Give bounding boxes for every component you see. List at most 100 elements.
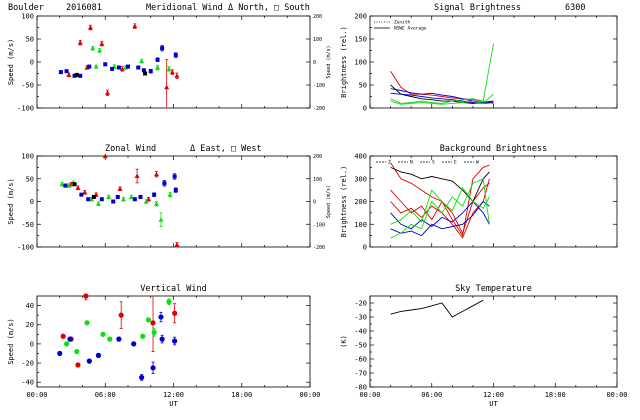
panel-title: Zonal Wind — [105, 144, 156, 154]
data-point — [118, 312, 124, 318]
series-green — [90, 45, 172, 72]
y-tick-label: 100 — [21, 153, 34, 161]
y-tick-label: 0 — [363, 244, 367, 252]
panel-vertical: 40 20 0 -20 -40 00:00 06:00 12:00 18:00 00:00 UT Sp… — [7, 284, 321, 408]
y-tick-label: 150 — [354, 36, 367, 44]
panel-title: Vertical Wind — [140, 284, 207, 294]
data-point — [155, 65, 161, 70]
data-point — [148, 69, 153, 74]
x-tick-label: 00:00 — [359, 391, 380, 399]
y2-tick-label: 200 — [313, 154, 322, 160]
plot-frame — [369, 155, 618, 248]
y-tick-label: -100 — [17, 244, 34, 252]
data-point — [111, 199, 116, 204]
y-tick-label: -50 — [21, 82, 34, 90]
data-point — [140, 333, 146, 339]
data-point — [66, 72, 72, 77]
series-red — [60, 293, 178, 368]
data-point — [166, 299, 172, 305]
panel-title: Background Brightness — [440, 144, 547, 154]
x-tick-label: 12:00 — [483, 391, 504, 399]
data-point — [117, 186, 123, 191]
series-green — [59, 180, 173, 227]
data-point — [139, 374, 145, 381]
y-tick-label: 200 — [354, 198, 367, 206]
data-point — [74, 348, 80, 355]
x-tick-label: 00:00 — [26, 391, 47, 399]
series-line-black-a — [390, 166, 490, 203]
data-point — [172, 174, 177, 179]
y2-tick-label: 0 — [313, 200, 316, 206]
plot-frame — [36, 155, 311, 248]
data-point — [174, 73, 180, 78]
series-blue — [57, 311, 178, 381]
data-point — [159, 336, 165, 342]
y2-tick-label: -200 — [313, 106, 325, 112]
data-point — [172, 338, 178, 344]
series-line-blue-b — [390, 92, 494, 104]
data-point — [60, 333, 66, 339]
y2-tick-label: -100 — [313, 83, 325, 89]
data-point — [169, 69, 175, 75]
data-point — [90, 45, 96, 51]
panel-title: Signal Brightness — [434, 3, 521, 13]
data-point — [84, 320, 90, 326]
legend-label: Z — [388, 160, 391, 166]
data-point — [95, 352, 102, 358]
y-tick-label: 50 — [359, 82, 367, 90]
data-point — [141, 68, 146, 73]
legend-label: NSWE Average — [394, 26, 427, 32]
data-point — [86, 197, 91, 202]
panel-title: Meridional Wind — [146, 3, 223, 13]
data-point — [167, 192, 173, 197]
data-point — [66, 183, 72, 188]
data-point — [143, 71, 148, 76]
y-tick-label: 50 — [26, 36, 34, 44]
y-tick-label: -100 — [17, 105, 34, 113]
y-tick-label: 50 — [26, 175, 34, 183]
y-tick-label: 300 — [354, 175, 367, 183]
y-tick-label: 40 — [26, 302, 34, 310]
data-point — [134, 173, 140, 179]
y2-tick-label: -200 — [313, 245, 325, 251]
series-black — [74, 71, 148, 77]
y2-tick-label: 0 — [313, 60, 316, 66]
y-tick-label: -60 — [354, 356, 367, 364]
data-point — [116, 336, 122, 342]
data-point — [136, 65, 141, 70]
data-point — [103, 62, 108, 67]
data-point — [172, 310, 178, 316]
data-point — [110, 66, 115, 71]
panel-legend-text: Δ East, □ West — [190, 144, 262, 154]
series-red — [66, 23, 180, 109]
y2-tick-label: 200 — [313, 14, 322, 20]
data-point — [173, 188, 178, 193]
data-point — [86, 358, 92, 364]
series-blue — [58, 45, 178, 78]
data-point — [151, 329, 157, 335]
data-point — [93, 64, 99, 69]
series-line-temp — [390, 299, 484, 318]
data-point — [132, 197, 137, 202]
y-axis-label: (K) — [340, 335, 348, 348]
x-tick-label: 12:00 — [163, 391, 184, 399]
data-point — [158, 314, 164, 320]
y-tick-label: -40 — [354, 328, 367, 336]
data-point — [150, 320, 156, 326]
data-point — [131, 341, 137, 347]
data-point — [132, 23, 138, 29]
y2-axis-label: Speed (m/s) — [326, 185, 332, 218]
series-line-green-b — [390, 186, 490, 225]
data-point — [64, 69, 69, 74]
data-point — [59, 181, 65, 187]
data-point — [63, 341, 70, 347]
y-axis-label: Brightness (rel.) — [340, 166, 348, 238]
data-point — [67, 336, 73, 342]
data-point — [91, 194, 96, 199]
y-tick-label: 100 — [354, 221, 367, 229]
data-point — [173, 53, 178, 58]
x-tick-label: 06:00 — [421, 391, 442, 399]
x-axis-label: UT — [169, 400, 178, 408]
